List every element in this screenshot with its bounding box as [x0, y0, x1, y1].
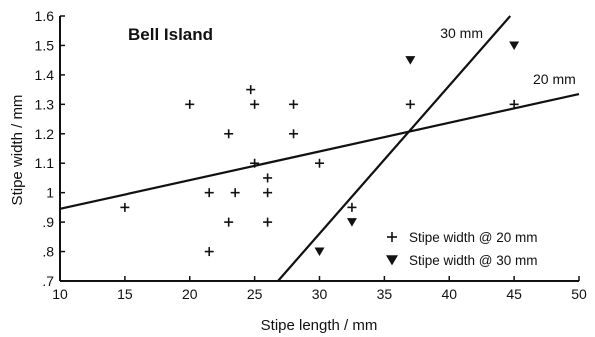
- plus-marker: [246, 85, 256, 95]
- fit-line-label: 30 mm: [440, 25, 483, 41]
- fit-line: [277, 15, 512, 282]
- fit-line: [59, 92, 580, 210]
- x-tick-label: 25: [247, 286, 263, 302]
- y-axis-label: Stipe width / mm: [9, 95, 26, 206]
- triangle-marker: [314, 247, 325, 257]
- y-tick-label: .9: [42, 214, 54, 230]
- x-tick-label: 30: [312, 286, 328, 302]
- triangle-marker: [405, 56, 416, 65]
- plus-marker: [230, 188, 240, 198]
- data-markers: [120, 41, 520, 257]
- x-tick-label: 15: [117, 286, 133, 302]
- x-tick-label: 40: [441, 286, 457, 302]
- plus-marker: [204, 188, 214, 198]
- plus-marker: [120, 202, 130, 212]
- chart-title: Bell Island: [128, 25, 213, 44]
- y-tick-label: 1.2: [35, 126, 55, 142]
- legend: Stipe width @ 20 mm Stipe width @ 30 mm: [386, 230, 538, 268]
- plus-marker: [289, 129, 299, 139]
- y-tick-label: 1.3: [35, 96, 55, 112]
- plus-marker: [250, 158, 260, 168]
- plus-marker: [315, 158, 324, 168]
- plus-marker: [204, 247, 214, 257]
- plus-marker: [263, 188, 273, 198]
- plus-marker: [263, 173, 273, 183]
- plus-marker: [405, 99, 415, 109]
- axis-tick-labels: 10 15 20 25 30 35 40 45 50 .7 .8 .9 1 1.1 1.2 1.3 1.4 1.5…: [35, 8, 587, 302]
- triangle-marker: [346, 218, 357, 227]
- legend-label: Stipe width @ 30 mm: [409, 253, 538, 268]
- y-tick-label: 1.5: [35, 37, 55, 53]
- plus-marker: [347, 202, 357, 212]
- legend-label: Stipe width @ 20 mm: [409, 230, 538, 245]
- y-tick-label: 1.1: [35, 155, 55, 171]
- plus-marker: [185, 99, 195, 109]
- triangle-marker: [509, 41, 520, 50]
- x-tick-label: 35: [377, 286, 393, 302]
- plus-marker: [263, 217, 273, 227]
- plus-marker: [509, 99, 519, 109]
- plus-marker: [250, 99, 260, 109]
- plus-marker: [224, 129, 234, 139]
- triangle-marker: [386, 255, 398, 266]
- y-tick-label: 1.6: [35, 8, 55, 24]
- axis-ticks: [59, 15, 580, 282]
- plus-marker: [289, 99, 299, 109]
- fit-lines: 20 mm 30 mm: [59, 15, 580, 282]
- y-tick-label: .8: [42, 244, 54, 260]
- x-axis-label: Stipe length / mm: [261, 317, 378, 334]
- y-tick-label: 1: [46, 185, 54, 201]
- x-tick-label: 10: [52, 286, 68, 302]
- y-tick-label: 1.4: [35, 67, 55, 83]
- x-tick-label: 50: [571, 286, 587, 302]
- fit-line-label: 20 mm: [533, 71, 576, 87]
- x-tick-label: 45: [506, 286, 522, 302]
- x-tick-label: 20: [182, 286, 198, 302]
- plus-marker: [224, 217, 234, 227]
- y-tick-label: .7: [42, 273, 54, 289]
- plus-marker: [387, 232, 397, 242]
